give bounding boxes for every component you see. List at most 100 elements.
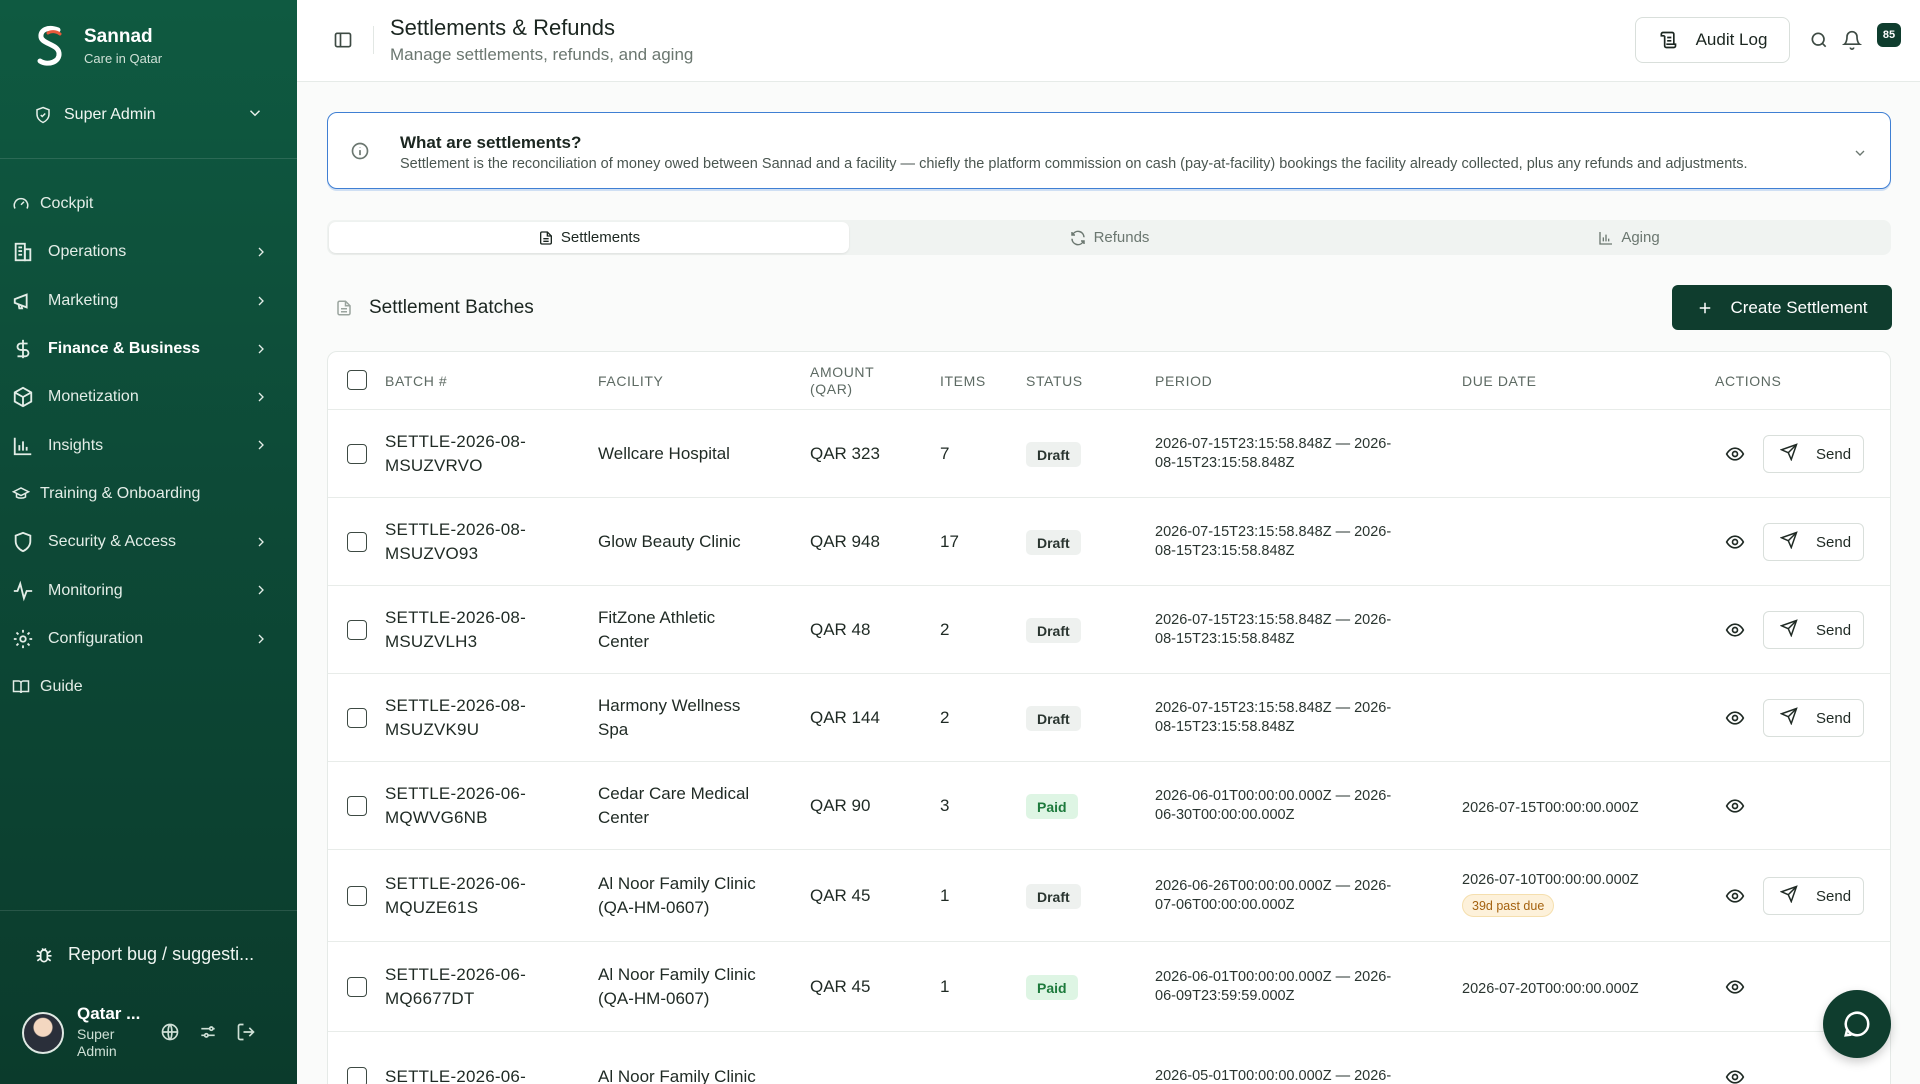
settlements-info-banner[interactable]: What are settlements? Settlement is the …: [327, 112, 1891, 189]
brand[interactable]: Sannad Care in Qatar: [34, 24, 162, 68]
sidebar-item-cockpit[interactable]: Cockpit: [0, 180, 297, 228]
row-checkbox[interactable]: [347, 532, 367, 552]
bell-icon[interactable]: [1842, 30, 1862, 50]
notification-count-badge[interactable]: 85: [1877, 23, 1901, 47]
section-title: Settlement Batches: [369, 297, 534, 318]
tab-refunds[interactable]: Refunds: [849, 222, 1369, 253]
period: 2026-07-15T23:15:58.848Z — 2026- 08-15T23…: [1155, 699, 1435, 737]
tab-bar: Settlements Refunds Aging: [327, 220, 1891, 255]
item-count: 1: [940, 886, 950, 905]
send-label: Send: [1816, 709, 1852, 727]
row-checkbox[interactable]: [347, 1067, 367, 1084]
period-line1: 2026-07-15T23:15:58.848Z — 2026-: [1155, 612, 1392, 628]
audit-log-button[interactable]: Audit Log: [1635, 17, 1790, 63]
sidebar-item-label: Security & Access: [48, 533, 177, 551]
chevron-right-icon: [258, 441, 264, 450]
view-eye-icon[interactable]: [1725, 1067, 1745, 1084]
send-button[interactable]: Send: [1763, 611, 1864, 649]
sidebar-item-security-access[interactable]: Security & Access: [0, 518, 297, 566]
facility-name-line2: Center: [598, 632, 650, 651]
top-header: Settlements & Refunds Manage settlements…: [297, 0, 1920, 82]
status-badge: Draft: [1026, 884, 1081, 909]
column-batch[interactable]: BATCH #: [385, 373, 448, 389]
report-bug-button[interactable]: Report bug / suggesti...: [34, 944, 254, 965]
logout-icon[interactable]: [236, 1022, 256, 1042]
send-button[interactable]: Send: [1763, 699, 1864, 737]
column-due-date[interactable]: DUE DATE: [1462, 373, 1537, 389]
facility-name: Harmony Wellness Spa: [598, 694, 773, 742]
tab-label: Refunds: [1093, 229, 1150, 246]
column-period[interactable]: PERIOD: [1155, 373, 1213, 389]
sidebar-item-label: Training & Onboarding: [40, 484, 201, 502]
view-eye-icon[interactable]: [1725, 708, 1745, 733]
table-row: SETTLE-2026-08- MSUZVO93 Glow Beauty Clini…: [328, 498, 1890, 586]
batch-number: SETTLE-2026-06-: [385, 1065, 545, 1084]
create-settlement-button[interactable]: Create Settlement: [1672, 285, 1892, 330]
brand-subtitle: Care in Qatar: [84, 51, 163, 66]
sliders-icon[interactable]: [198, 1022, 218, 1042]
sidebar-item-label: Monitoring: [48, 581, 123, 599]
chat-button[interactable]: [1823, 990, 1891, 1058]
send-button[interactable]: Send: [1763, 435, 1864, 473]
view-eye-icon[interactable]: [1725, 886, 1745, 911]
sidebar-item-finance-business[interactable]: Finance & Business: [0, 325, 297, 373]
sidebar-item-monitoring[interactable]: Monitoring: [0, 566, 297, 614]
column-amount[interactable]: AMOUNT (QAR): [810, 364, 874, 398]
facility-name-line2: Center: [598, 808, 650, 827]
view-eye-icon[interactable]: [1725, 444, 1745, 469]
past-due-badge: 39d past due: [1462, 894, 1555, 917]
view-eye-icon[interactable]: [1725, 796, 1745, 821]
period-line1: 2026-07-15T23:15:58.848Z — 2026-: [1155, 436, 1392, 452]
tab-aging[interactable]: Aging: [1369, 222, 1889, 253]
due-date: 2026-07-10T00:00:00.000Z: [1462, 872, 1639, 888]
send-button[interactable]: Send: [1763, 877, 1864, 915]
select-all-checkbox[interactable]: [347, 370, 367, 390]
shield-check-icon: [36, 106, 50, 124]
role-select[interactable]: Super Admin: [34, 102, 264, 128]
search-icon[interactable]: [1809, 30, 1829, 50]
send-icon: [1779, 707, 1798, 729]
row-checkbox[interactable]: [347, 796, 367, 816]
amount: QAR 90: [810, 796, 871, 815]
column-status[interactable]: STATUS: [1026, 373, 1083, 389]
batch-number: SETTLE-2026-08- MSUZVO93: [385, 518, 545, 566]
sidebar-divider: [0, 910, 297, 911]
sidebar-item-guide[interactable]: Guide: [0, 663, 297, 711]
item-count: 7: [940, 444, 950, 463]
bar-chart-icon: [1599, 231, 1613, 245]
facility-name-line1: Cedar Care Medical: [598, 784, 750, 803]
send-button[interactable]: Send: [1763, 523, 1864, 561]
tab-settlements[interactable]: Settlements: [329, 222, 849, 253]
sannad-logo-icon: [37, 25, 62, 66]
item-count: 17: [940, 532, 959, 551]
sidebar-item-configuration[interactable]: Configuration: [0, 615, 297, 663]
row-checkbox[interactable]: [347, 444, 367, 464]
view-eye-icon[interactable]: [1725, 620, 1745, 645]
view-eye-icon[interactable]: [1725, 977, 1745, 1002]
sidebar-item-monetization[interactable]: Monetization: [0, 373, 297, 421]
column-facility[interactable]: FACILITY: [598, 373, 664, 389]
sidebar-item-insights[interactable]: Insights: [0, 421, 297, 469]
table-header: BATCH # FACILITY AMOUNT (QAR) ITEMS STAT…: [328, 352, 1890, 410]
report-bug-label: Report bug / suggesti...: [68, 944, 255, 964]
row-checkbox[interactable]: [347, 886, 367, 906]
chevron-down-icon[interactable]: [1852, 145, 1868, 161]
period: 2026-06-26T00:00:00.000Z — 2026- 07-06T00…: [1155, 877, 1435, 915]
row-checkbox[interactable]: [347, 977, 367, 997]
table-row: SETTLE-2026-08- MSUZVLH3 FitZone Athletic C…: [328, 586, 1890, 674]
batch-number: SETTLE-2026-06- MQ6677DT: [385, 963, 545, 1011]
period-line2: 08-15T23:15:58.848Z: [1155, 543, 1295, 559]
sidebar-item-marketing[interactable]: Marketing: [0, 277, 297, 325]
sidebar-item-training-onboarding[interactable]: Training & Onboarding: [0, 470, 297, 518]
view-eye-icon[interactable]: [1725, 532, 1745, 557]
sidebar-toggle-icon[interactable]: [333, 30, 353, 50]
sidebar-item-operations[interactable]: Operations: [0, 228, 297, 276]
column-items[interactable]: ITEMS: [940, 373, 986, 389]
item-count: 1: [940, 977, 950, 996]
globe-icon[interactable]: [160, 1022, 180, 1042]
batch-number-line1: SETTLE-2026-08-: [385, 432, 526, 451]
row-checkbox[interactable]: [347, 708, 367, 728]
user-profile[interactable]: Qatar ... Super Admin: [22, 1004, 140, 1060]
row-checkbox[interactable]: [347, 620, 367, 640]
package-icon: [12, 386, 34, 408]
